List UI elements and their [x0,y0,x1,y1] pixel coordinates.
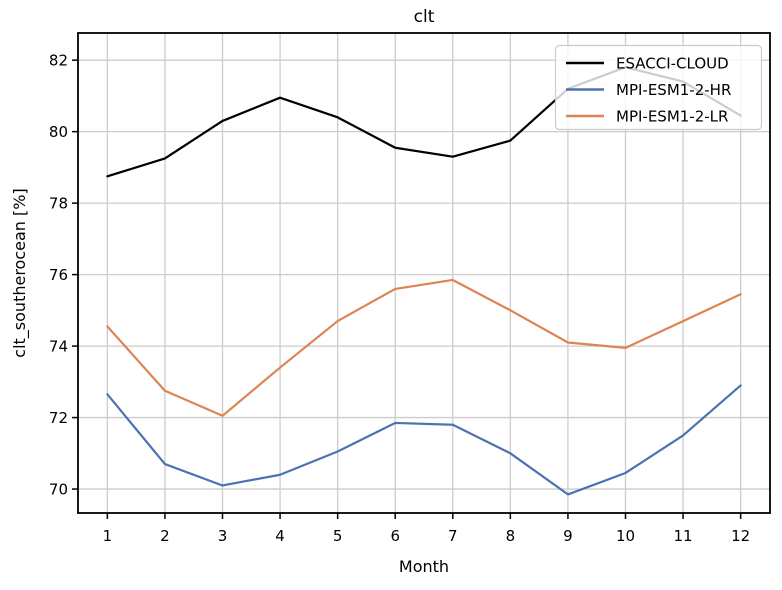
y-tick-label: 78 [49,194,68,212]
y-tick-label: 70 [49,480,68,498]
data-line-mpi-esm1-2-lr [106,278,742,417]
legend-box [554,44,763,131]
y-tick-label: 82 [49,51,68,69]
x-tick-label: 7 [448,527,458,545]
legend-label: MPI-ESM1-2-LR [616,107,728,125]
x-tick-label: 11 [674,527,693,545]
axes-layer [77,32,771,514]
legend-item: MPI-ESM1-2-HR [566,81,731,99]
chart-title: clt [414,7,435,27]
y-tick-label: 74 [49,337,68,355]
legend-label: MPI-ESM1-2-HR [616,81,731,99]
x-tick-label: 12 [731,527,750,545]
legend-label: ESACCI-CLOUD [616,54,729,72]
x-tick-label: 5 [333,527,343,545]
x-tick-label: 6 [390,527,400,545]
x-tick-label: 2 [160,527,170,545]
x-tick-label: 3 [218,527,228,545]
legend-item: ESACCI-CLOUD [566,54,729,72]
x-tick-label: 8 [506,527,516,545]
y-axis-label: clt_southerocean [%] [10,188,30,357]
legend-item: MPI-ESM1-2-LR [566,107,728,125]
x-tick-label: 4 [275,527,285,545]
x-tick-label: 9 [563,527,573,545]
legend: ESACCI-CLOUD MPI-ESM1-2-HR MPI-ESM1-2-LR [554,44,763,131]
plot-border [77,32,771,514]
x-axis-label: Month [399,557,449,576]
data-line-mpi-esm1-2-hr [106,384,742,496]
x-tick-label: 1 [103,527,113,545]
x-tick-label: 10 [616,527,635,545]
y-tick-label: 80 [49,123,68,141]
y-tick-label: 72 [49,409,68,427]
y-tick-label: 76 [49,266,68,284]
